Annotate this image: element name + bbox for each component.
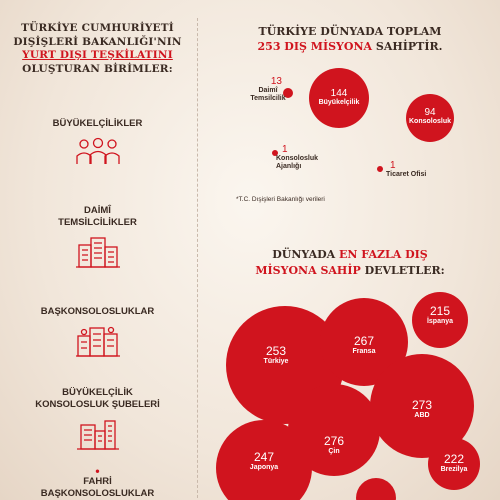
bubble-konsolosluk xyxy=(406,94,454,142)
label-line-2: Temsilcilik xyxy=(250,95,286,102)
country-name: Çin xyxy=(328,448,340,455)
right-top-title: TÜRKİYE DÜNYADA TOPLAM 253 DIŞ MİSYONA S… xyxy=(215,24,485,54)
left-title-line-4: OLUŞTURAN BİRİMLER: xyxy=(22,62,173,75)
label-japonya: 247 Japonya xyxy=(216,450,312,471)
title-rest: SAHİPTİR. xyxy=(372,40,443,53)
unit-fahri-baskonsolosluklar: • FAHRİ BAŞKONSOLOSLUKLAR xyxy=(10,464,185,500)
bullet: • xyxy=(95,464,100,478)
value: 267 xyxy=(353,334,375,348)
highlight-text: 253 DIŞ MİSYONA xyxy=(257,40,373,53)
building-icon xyxy=(75,237,120,268)
left-title: TÜRKİYE CUMHURİYETİ DIŞİŞLERİ BAKANLIĞI'… xyxy=(10,22,185,76)
bubble-daimi xyxy=(283,88,293,98)
label: Konsolosluk xyxy=(408,118,451,125)
value: 247 xyxy=(253,450,275,464)
label-ajanlik: 1 Konsolosluk Ajanlığı xyxy=(276,144,326,171)
value: 13 xyxy=(270,76,282,87)
label-fransa: 267 Fransa xyxy=(320,334,408,355)
city-buildings-icon xyxy=(75,326,120,357)
unit-buyukelcilikler: BÜYÜKELÇİLİKLER xyxy=(10,118,185,166)
right-top-title-line-2: 253 DIŞ MİSYONA SAHİPTİR. xyxy=(215,39,485,54)
label-line-1: Daimî xyxy=(258,87,278,94)
unit-label-line-2: TEMSİLCİLİKLER xyxy=(58,217,137,228)
label-turkiye: 253 Türkiye xyxy=(226,344,326,365)
right-bottom-title-line-2: MİSYONA SAHİP DEVLETLER: xyxy=(215,263,485,279)
country-name: Brezilya xyxy=(440,466,468,473)
left-title-line-2: DIŞİŞLERİ BAKANLIĞI'NIN xyxy=(13,35,182,48)
unit-label: BÜYÜKELÇİLİKLER xyxy=(52,118,143,129)
bubble-buyukelcilik xyxy=(309,68,369,128)
unit-label-line-1: DAİMÎ xyxy=(84,205,111,216)
title-rest: DEVLETLER: xyxy=(360,264,445,277)
value: 144 xyxy=(330,88,348,99)
value: 1 xyxy=(282,144,288,155)
unit-daimi-temsilcilikler: DAİMÎ TEMSİLCİLİKLER xyxy=(10,205,185,269)
label-cin: 276 Çin xyxy=(288,434,380,455)
label-line-2: Ajanlığı xyxy=(276,163,302,170)
bubble-ajanlik xyxy=(272,150,278,156)
left-title-line-1: TÜRKİYE CUMHURİYETİ xyxy=(21,22,174,34)
label-ticaret: 1 Ticaret Ofisi xyxy=(386,160,446,179)
source-note: *T.C. Dışişleri Bakanlığı verileri xyxy=(236,196,325,203)
bubble-ispanya xyxy=(412,292,468,348)
highlight-text: MİSYONA SAHİP xyxy=(255,264,361,277)
title-pre: DÜNYADA xyxy=(272,248,340,261)
country-name: ABD xyxy=(414,412,430,419)
unit-label-line-2: KONSOLOSLUK ŞUBELERİ xyxy=(35,399,160,410)
column-divider xyxy=(197,18,198,498)
bubble-partial xyxy=(356,478,396,500)
right-bottom-title-line-1: DÜNYADA EN FAZLA DIŞ xyxy=(215,247,485,263)
unit-buyukelcilik-konsolosluk-subeleri: BÜYÜKELÇİLİK KONSOLOSLUK ŞUBELERİ xyxy=(10,387,185,451)
office-buildings-icon xyxy=(76,420,119,450)
value: 94 xyxy=(424,107,436,118)
highlight-text: EN FAZLA DIŞ xyxy=(339,248,428,261)
people-group-icon xyxy=(75,137,120,164)
value: 253 xyxy=(265,344,287,358)
country-name: Fransa xyxy=(352,348,376,355)
label-buyukelcilik: 144 Büyükelçilik xyxy=(309,88,369,106)
unit-label: BAŞKONSOLOSLUKLAR xyxy=(40,306,155,317)
label-konsolosluk: 94 Konsolosluk xyxy=(406,107,454,125)
label-brezilya: 222 Brezilya xyxy=(428,452,480,473)
label-daimi: 13 Daimî Temsilcilik xyxy=(246,76,290,103)
label-abd: 273 ABD xyxy=(370,398,474,419)
right-top-title-line-1: TÜRKİYE DÜNYADA TOPLAM xyxy=(258,25,442,38)
country-name: İspanya xyxy=(426,318,454,325)
bubble-brezilya xyxy=(428,438,480,490)
bubble-cin xyxy=(288,384,380,476)
unit-baskonsolosluklar: BAŞKONSOLOSLUKLAR xyxy=(10,306,185,358)
value: 215 xyxy=(429,304,451,318)
value: 276 xyxy=(323,434,345,448)
unit-label-line-1: BÜYÜKELÇİLİK xyxy=(62,387,133,398)
bubble-ticaret xyxy=(377,166,383,172)
value: 1 xyxy=(390,160,396,171)
country-name: Türkiye xyxy=(263,358,289,365)
unit-label-line-2: BAŞKONSOLOSLUKLAR xyxy=(40,488,155,499)
label-line-1: Konsolosluk xyxy=(276,155,319,162)
country-name: Japonya xyxy=(249,464,279,471)
value: 273 xyxy=(411,398,433,412)
value: 222 xyxy=(443,452,465,466)
label-ispanya: 215 İspanya xyxy=(412,304,468,325)
right-bottom-title: DÜNYADA EN FAZLA DIŞ MİSYONA SAHİP DEVLE… xyxy=(215,247,485,279)
left-title-line-3: YURT DIŞI TEŞKİLATINI xyxy=(22,49,173,61)
unit-label-line-1: FAHRİ xyxy=(83,476,112,487)
label: Ticaret Ofisi xyxy=(386,171,427,178)
label: Büyükelçilik xyxy=(318,99,360,106)
